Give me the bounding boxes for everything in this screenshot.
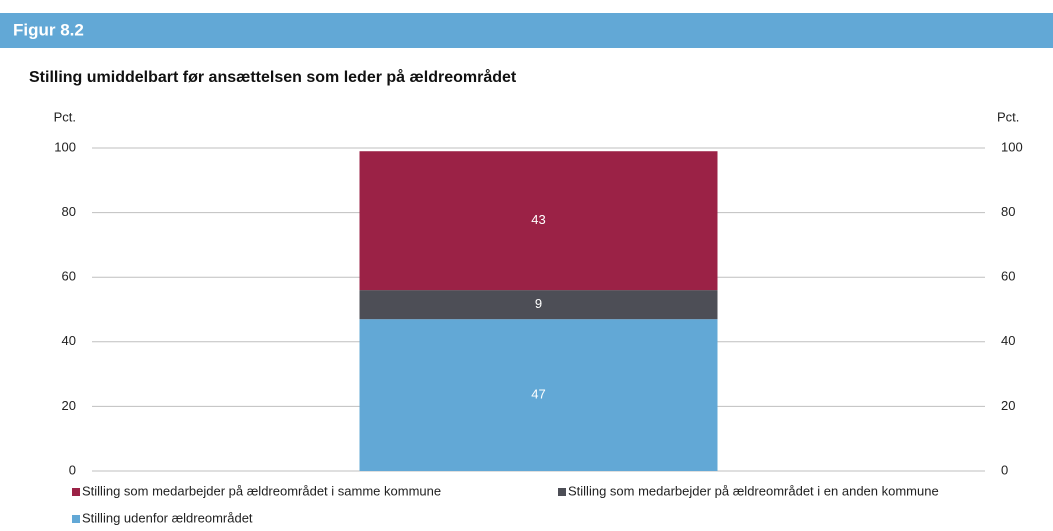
y2-tick-label: 0 xyxy=(1001,462,1008,477)
y-tick-label: 80 xyxy=(62,204,76,219)
y2-tick-label: 20 xyxy=(1001,398,1015,413)
figure-label: Figur 8.2 xyxy=(13,20,84,39)
value-label: 47 xyxy=(531,387,545,402)
y2-tick-label: 60 xyxy=(1001,269,1015,284)
y2-axis-label: Pct. xyxy=(997,109,1019,124)
value-label: 9 xyxy=(535,296,542,311)
y2-tick-label: 80 xyxy=(1001,204,1015,219)
y-tick-label: 0 xyxy=(69,462,76,477)
legend-label: Stilling som medarbejder på ældreområdet… xyxy=(82,483,441,498)
header-band xyxy=(0,13,1053,48)
bar-segment xyxy=(359,319,718,471)
chart-title: Stilling umiddelbart før ansættelsen som… xyxy=(29,68,517,86)
y-tick-label: 40 xyxy=(62,333,76,348)
legend-swatch xyxy=(72,488,80,496)
y2-tick-label: 100 xyxy=(1001,139,1023,154)
bar-segment xyxy=(359,290,718,320)
y-axis-label: Pct. xyxy=(54,109,76,124)
legend-label: Stilling som medarbejder på ældreområdet… xyxy=(568,483,939,498)
value-label: 43 xyxy=(531,212,545,227)
legend-label: Stilling udenfor ældreområdet xyxy=(82,510,253,525)
y-tick-label: 20 xyxy=(62,398,76,413)
y-tick-label: 100 xyxy=(54,139,76,154)
y2-tick-label: 40 xyxy=(1001,333,1015,348)
bar-segment xyxy=(359,151,718,291)
legend-swatch xyxy=(558,488,566,496)
legend-swatch xyxy=(72,515,80,523)
y-tick-label: 60 xyxy=(62,269,76,284)
